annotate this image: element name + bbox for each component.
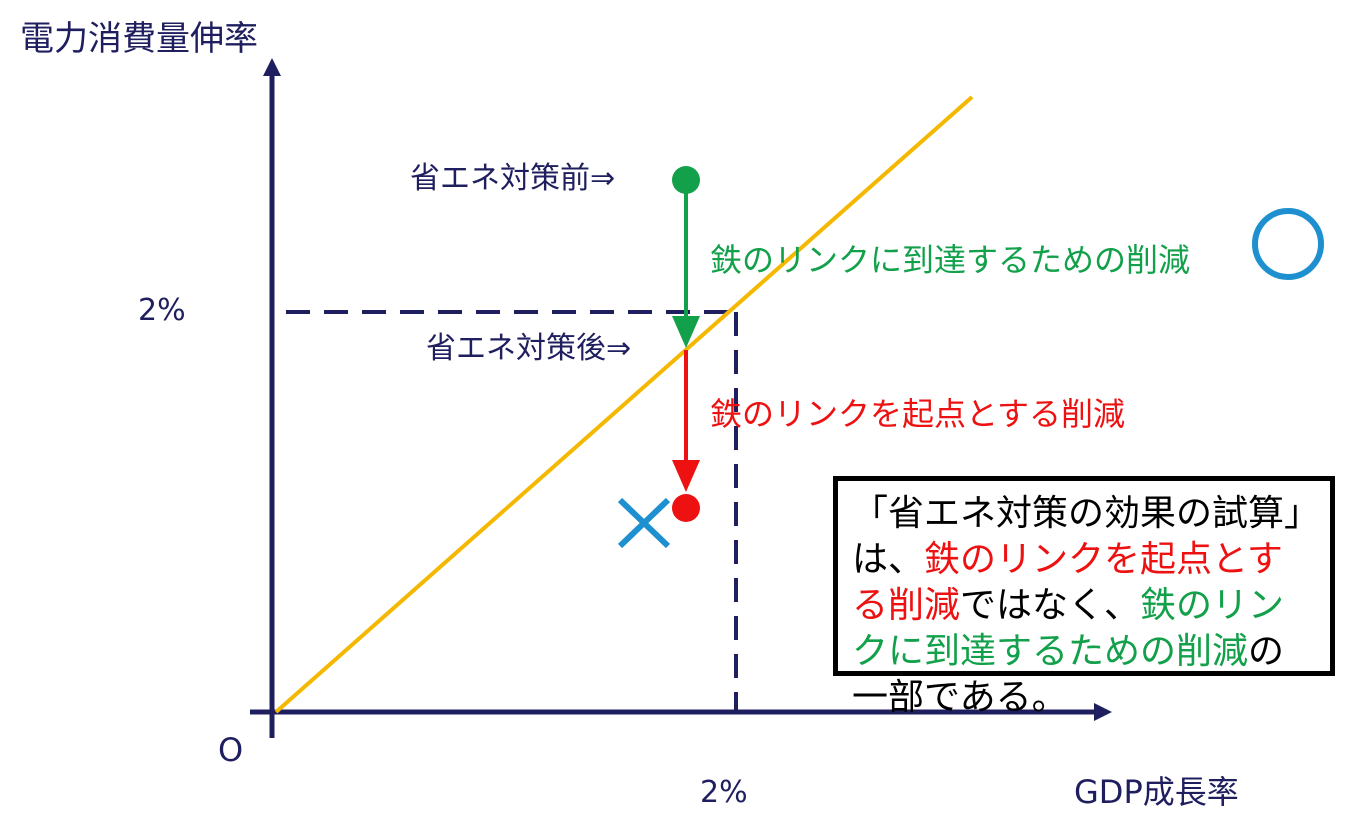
cross-mark-icon [617, 497, 671, 549]
green-reduction-label: 鉄のリンクに到達するための削減 [710, 241, 1191, 279]
note-part-3: ではなく、 [960, 585, 1141, 626]
origin-label: O [218, 731, 244, 769]
note-part-1: 「省エネ対策の効果の試算」は、 [852, 493, 1303, 580]
red-point [672, 494, 700, 522]
green-arrowhead [672, 316, 700, 348]
note-box: 「省エネ対策の効果の試算」は、鉄のリンクを起点とする削減ではなく、鉄のリンクに到… [833, 476, 1335, 718]
red-reduction-label: 鉄のリンクを起点とする削減 [710, 395, 1126, 433]
green-point [672, 166, 700, 194]
x-axis-label: GDP成長率 [1074, 773, 1239, 811]
x-tick-label: 2% [700, 775, 748, 810]
note-part-5: の一部である。 [852, 631, 1285, 718]
note-part-2: 鉄のリンクを起点とする削減 [852, 539, 1283, 626]
red-arrowhead [672, 460, 700, 492]
before-measures-label: 省エネ対策前⇒ [410, 161, 616, 196]
y-axis-label: 電力消費量伸率 [20, 19, 258, 59]
note-part-4: 鉄のリンクに到達するための削減 [852, 585, 1285, 672]
x-axis-arrowhead [1094, 703, 1112, 721]
after-measures-label: 省エネ対策後⇒ [426, 331, 632, 366]
y-axis-arrowhead [263, 58, 281, 76]
y-tick-label: 2% [138, 293, 186, 328]
iron-link-line [274, 95, 974, 714]
circle-mark-icon [1252, 208, 1324, 280]
